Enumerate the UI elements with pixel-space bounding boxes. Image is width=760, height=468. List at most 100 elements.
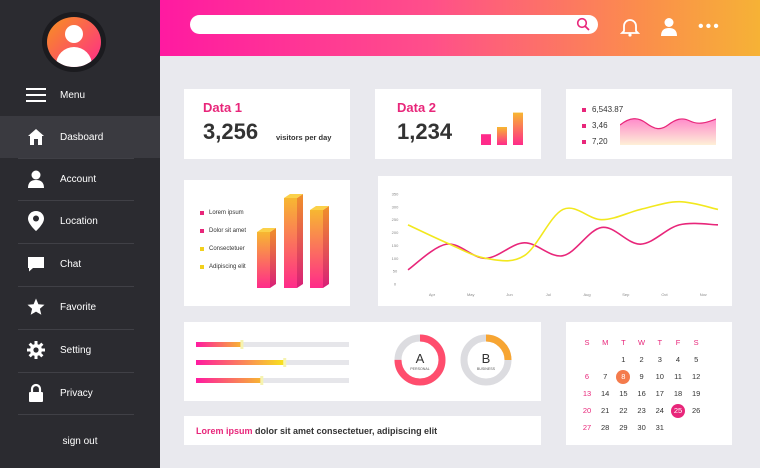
calendar-day[interactable]: 9 [639,372,644,381]
calendar-selected-marker [671,404,685,418]
calendar-day[interactable]: 12 [692,372,701,381]
calendar-day[interactable]: 29 [619,423,628,432]
legend-item: Lorem ipsum [200,210,244,216]
more-options-icon[interactable]: ••• [698,18,721,35]
calendar-highlight-marker [616,370,631,384]
calendar-day[interactable]: 8 [621,372,626,381]
calendar-day[interactable]: 10 [655,372,664,381]
calendar-day[interactable]: 28 [601,423,610,432]
progress-handle[interactable] [260,376,264,385]
search-icon[interactable] [576,17,590,31]
calendar-day[interactable]: 15 [619,389,628,398]
calendar-day[interactable]: 18 [673,389,683,398]
calendar-day[interactable]: 5 [694,355,699,364]
calendar-day[interactable]: 6 [584,372,590,381]
progress-card: A PERSONAL B BUSINESS [184,322,541,401]
calendar-day[interactable]: 4 [675,355,681,364]
series-line-0 [407,222,719,271]
y-tick-label: 150 [392,243,399,248]
calendar-day[interactable]: 14 [601,389,610,398]
x-tick-label: Nov [700,292,707,297]
donut-label: BUSINESS [477,367,496,371]
calendar-day[interactable]: 16 [637,389,646,398]
sidebar-item-location[interactable]: Location [0,200,160,242]
search-bar[interactable] [190,15,598,34]
sign-out-link[interactable]: sign out [62,436,98,447]
sidebar-item-label: Privacy [60,387,93,399]
calendar-weekday: S [693,338,699,347]
calendar-day[interactable]: 26 [692,406,701,415]
sidebar-item-privacy[interactable]: Privacy [0,372,160,414]
calendar-day[interactable]: 2 [639,355,644,364]
sidebar-item-label: Setting [60,344,92,356]
sidebar-item-setting[interactable]: Setting [0,329,160,371]
calendar-day[interactable]: 21 [601,406,610,415]
calendar-day[interactable]: 7 [603,372,608,381]
divider [18,372,134,373]
chart-bar [257,228,276,288]
sidebar-item-favorite[interactable]: Favorite [0,286,160,328]
legend-item: Consectetuer [200,246,245,252]
stats-card: 6,543.87 3,46 7,20 [566,89,732,159]
progress-handle[interactable] [283,358,287,367]
progress-track [196,378,349,383]
calendar-day[interactable]: 3 [657,355,662,364]
gear-icon [26,340,46,360]
top-bar: ••• [160,0,760,56]
calendar-day[interactable]: 25 [673,406,683,415]
calendar-day[interactable]: 30 [637,423,646,432]
kpi-title: Data 2 [397,100,437,115]
menu-toggle[interactable]: Menu [0,74,160,116]
user-icon [26,169,46,189]
mini-bar [497,127,507,145]
calendar-card: S M T W T F S 1 2 3 4 5 6 7 8 9 10 11 12 13 14 15 16 17 18 19 20 21… [566,322,732,445]
progress-bars [196,340,349,385]
calendar-day[interactable]: 23 [637,406,646,415]
x-tick-label: Apr [429,292,436,297]
mini-bar [513,112,523,145]
avatar[interactable] [42,12,106,72]
calendar-day[interactable]: 27 [582,423,592,432]
calendar-day[interactable]: 20 [582,406,592,415]
footer-highlight: Lorem ipsum [196,426,253,436]
calendar-weekday: S [584,338,590,347]
calendar-day[interactable]: 13 [582,389,592,398]
divider [18,414,134,415]
legend-item: Adipiscing elit [200,264,246,270]
calendar-day[interactable]: 31 [655,423,664,432]
y-tick-label: 300 [392,204,399,209]
hamburger-icon [26,85,46,105]
line-chart-card: 0 50 100 150 200 250 300 350 Apr May Jun Jul Aug Sep O… [378,176,746,306]
calendar-day[interactable]: 1 [621,355,626,364]
user-profile-icon[interactable] [660,17,680,37]
kpi-card-data-1: Data 1 3,256 visitors per day [184,89,350,159]
donut-label: PERSONAL [410,367,430,371]
3d-bar-chart [257,194,329,288]
calendar-day[interactable]: 24 [655,406,664,415]
stat-item: 6,543.87 [582,105,623,114]
calendar-day[interactable]: 22 [619,406,628,415]
calendar-day[interactable]: 11 [674,372,682,381]
bell-icon[interactable] [619,17,641,37]
kpi-title: Data 1 [203,100,243,115]
kpi-value: 1,234 [397,119,453,144]
sidebar-item-chat[interactable]: Chat [0,243,160,285]
avatar-user-icon [47,17,101,67]
x-tick-label: Jul [546,292,551,297]
sidebar-item-account[interactable]: Account [0,158,160,200]
y-tick-label: 200 [392,230,399,235]
legend-swatch [200,229,204,233]
stat-item: 7,20 [582,137,608,146]
kpi-unit: visitors per day [276,133,332,142]
progress-fill [196,360,285,365]
calendar-weekday: T [621,338,626,347]
calendar-day[interactable]: 19 [692,389,701,398]
search-input[interactable] [200,17,570,32]
chart-bar [284,194,303,288]
calendar-grid: S M T W T F S 1 2 3 4 5 6 7 8 9 10 11 12 13 14 15 16 17 18 19 20 21… [566,322,732,445]
sidebar-item-dashboard[interactable]: Dasboard [0,116,160,158]
x-tick-label: Oct [661,292,668,297]
calendar-day[interactable]: 17 [655,389,664,398]
progress-handle[interactable] [240,340,244,349]
